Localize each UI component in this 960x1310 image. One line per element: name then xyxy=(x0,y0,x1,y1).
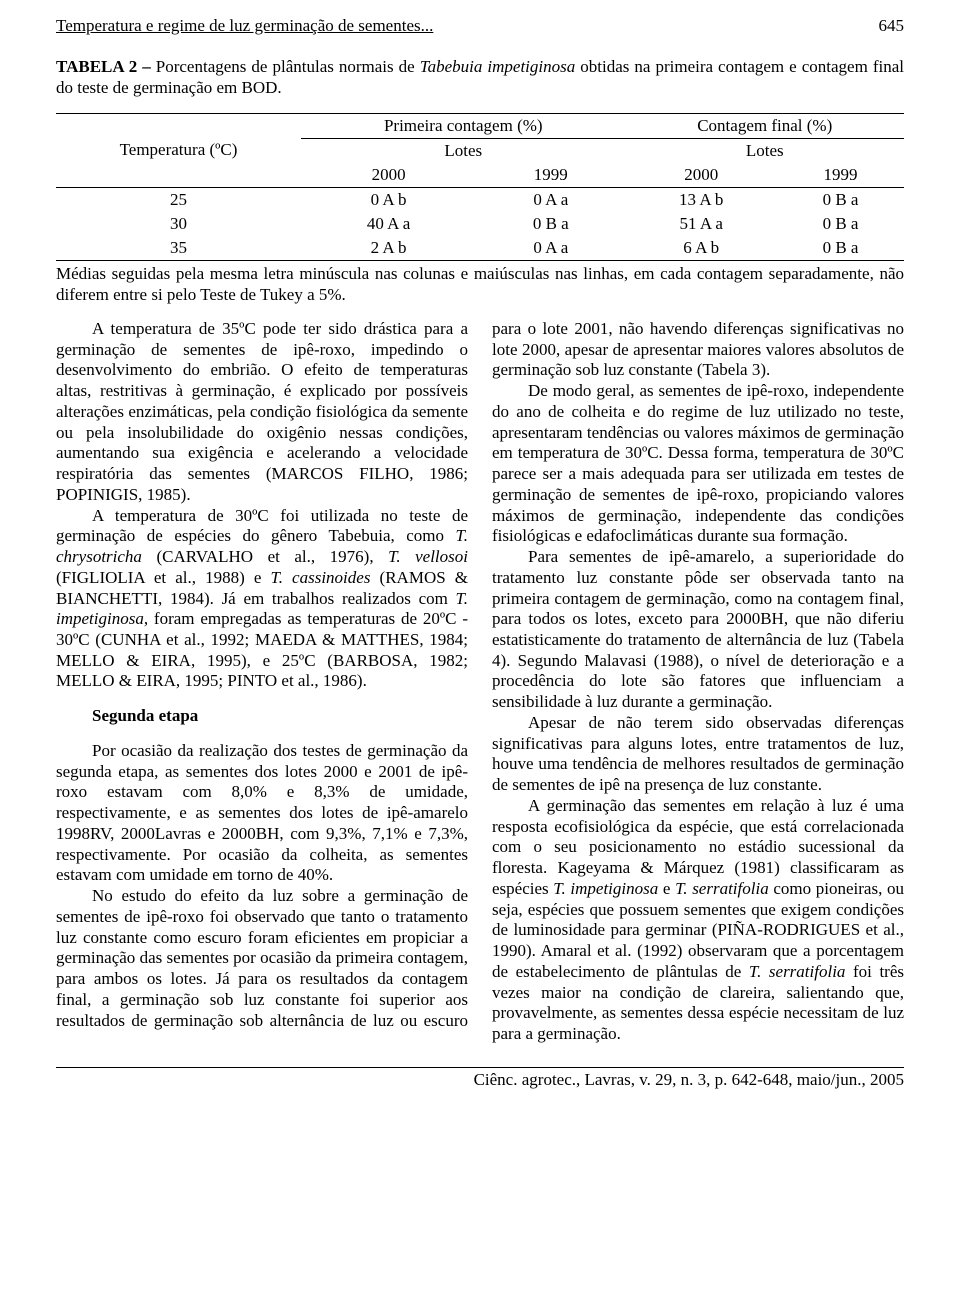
paragraph: Para sementes de ipê-amarelo, a superior… xyxy=(492,547,904,713)
body-columns: A temperatura de 35ºC pode ter sido drás… xyxy=(56,319,904,1045)
th-group1: Primeira contagem (%) xyxy=(301,113,625,138)
td-val: 40 A a xyxy=(301,212,476,236)
th-year: 1999 xyxy=(777,163,904,188)
td-val: 0 A a xyxy=(476,187,625,212)
td-val: 0 A a xyxy=(476,236,625,261)
td-val: 0 A b xyxy=(301,187,476,212)
td-val: 0 B a xyxy=(777,236,904,261)
table2-caption-body: Porcentagens de plântulas normais de xyxy=(156,57,420,76)
running-head: Temperatura e regime de luz germinação d… xyxy=(56,16,904,38)
td-val: 0 B a xyxy=(476,212,625,236)
table2-note: Médias seguidas pela mesma letra minúscu… xyxy=(56,263,904,306)
paragraph: De modo geral, as sementes de ipê-roxo, … xyxy=(492,381,904,547)
td-val: 13 A b xyxy=(625,187,777,212)
table2-caption: TABELA 2 – Porcentagens de plântulas nor… xyxy=(56,56,904,99)
td-val: 6 A b xyxy=(625,236,777,261)
td-temp: 25 xyxy=(56,187,301,212)
paragraph: Por ocasião da realização dos testes de … xyxy=(56,741,468,886)
table2-label: TABELA 2 – xyxy=(56,57,156,76)
table2-caption-italic: Tabebuia impetiginosa xyxy=(420,57,576,76)
td-val: 51 A a xyxy=(625,212,777,236)
th-lotes-2: Lotes xyxy=(625,138,904,163)
paragraph: A temperatura de 30ºC foi utilizada no t… xyxy=(56,506,468,693)
td-val: 0 B a xyxy=(777,187,904,212)
th-year: 1999 xyxy=(476,163,625,188)
td-val: 0 B a xyxy=(777,212,904,236)
th-lotes-1: Lotes xyxy=(301,138,625,163)
page: Temperatura e regime de luz germinação d… xyxy=(0,0,960,1138)
table2-grid: Temperatura (ºC) Primeira contagem (%) C… xyxy=(56,113,904,261)
paragraph: A temperatura de 35ºC pode ter sido drás… xyxy=(56,319,468,506)
paragraph: Apesar de não terem sido observadas dife… xyxy=(492,713,904,796)
footer-citation: Ciênc. agrotec., Lavras, v. 29, n. 3, p.… xyxy=(56,1068,904,1090)
paragraph: A germinação das sementes em relação à l… xyxy=(492,796,904,1045)
th-group2: Contagem final (%) xyxy=(625,113,904,138)
th-year: 2000 xyxy=(625,163,777,188)
th-temperature: Temperatura (ºC) xyxy=(56,113,301,187)
subheading: Segunda etapa xyxy=(56,706,468,727)
td-val: 2 A b xyxy=(301,236,476,261)
td-temp: 30 xyxy=(56,212,301,236)
running-title: Temperatura e regime de luz germinação d… xyxy=(56,16,433,36)
table2: Temperatura (ºC) Primeira contagem (%) C… xyxy=(56,113,904,306)
th-year: 2000 xyxy=(301,163,476,188)
td-temp: 35 xyxy=(56,236,301,261)
page-number: 645 xyxy=(879,16,905,36)
